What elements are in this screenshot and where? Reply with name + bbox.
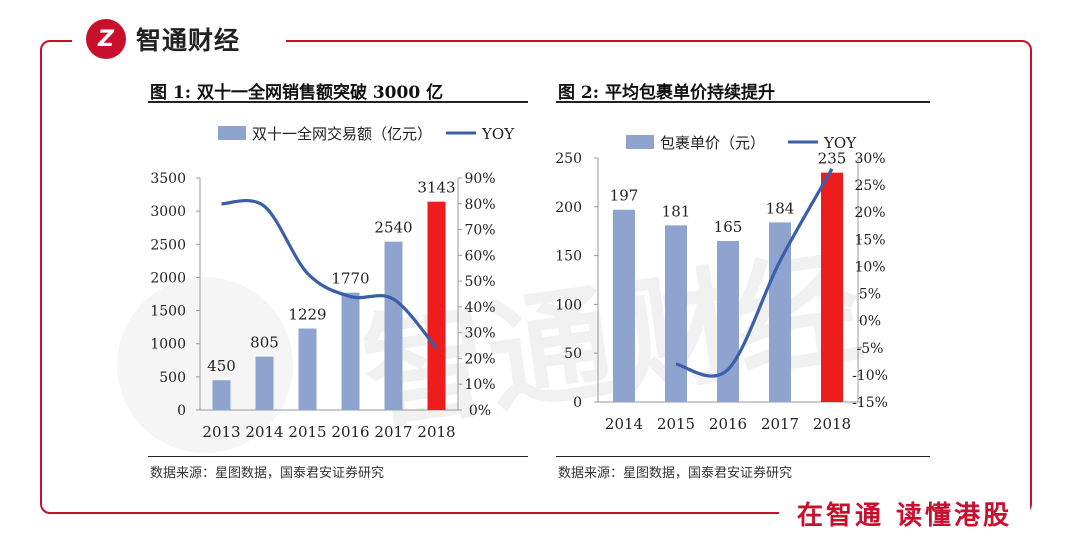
yoy-line <box>675 168 834 378</box>
bar <box>212 380 231 410</box>
chart2: 0 50 100 150 200 250 -15% -10% -5% 0% 5% 10% 15% 20% 2… <box>555 134 888 433</box>
bar <box>255 356 274 410</box>
x-tick-label: 2018 <box>813 415 851 433</box>
y-tick-label-right: -5% <box>857 341 884 357</box>
bar <box>821 172 843 402</box>
x-tick-label: 2014 <box>605 415 643 433</box>
y-tick-label-right: -10% <box>852 368 888 384</box>
bar <box>613 209 635 402</box>
y-tick-label-right: 5% <box>859 287 881 303</box>
chart2-title-rule <box>556 101 930 103</box>
slogan: 在智通 读懂港股 <box>778 495 1030 532</box>
bar-data-label: 184 <box>766 199 795 217</box>
x-tick-label: 2018 <box>417 423 455 441</box>
chart2-source: 数据来源：星图数据，国泰君安证券研究 <box>558 466 793 481</box>
bar-data-label: 1770 <box>331 270 369 288</box>
bar <box>298 328 317 410</box>
y-tick-label-right: 10% <box>464 377 495 393</box>
chart1-bottom-rule <box>148 456 528 457</box>
bar-data-label: 165 <box>714 218 743 236</box>
legend-line-label: YOY <box>823 134 857 152</box>
y-tick-label-left: 200 <box>555 200 582 216</box>
bar-data-label: 3143 <box>417 179 455 197</box>
y-tick-label-right: 50% <box>464 274 495 290</box>
y-tick-label-left: 0 <box>573 395 582 411</box>
y-tick-label-left: 2000 <box>150 270 186 286</box>
y-tick-label-left: 2500 <box>150 237 186 253</box>
brand-logo-icon: Z <box>86 19 126 59</box>
bar-data-label: 2540 <box>374 219 412 237</box>
y-tick-label-left: 3000 <box>150 204 186 220</box>
y-tick-label-left: 250 <box>555 151 582 167</box>
chart1: 0 500 1000 1500 2000 2500 3000 3500 0% 10% 20% 30% 4… <box>150 125 515 441</box>
chart1-title-rule <box>148 101 528 103</box>
x-tick-label: 2016 <box>331 423 369 441</box>
bar-data-label: 197 <box>610 187 639 205</box>
x-tick-label: 2015 <box>288 423 326 441</box>
y-tick-label-right: 25% <box>854 178 885 194</box>
yoy-line <box>221 198 438 350</box>
bar <box>427 201 446 410</box>
brand-header: Z 智通财经 <box>72 14 286 64</box>
watermark-logo <box>117 277 293 453</box>
y-tick-label-left: 1000 <box>150 337 186 353</box>
y-tick-label-right: 15% <box>854 232 885 248</box>
y-tick-label-right: -15% <box>852 395 888 411</box>
y-tick-label-right: 0% <box>859 314 881 330</box>
y-tick-label-right: 20% <box>464 351 495 367</box>
x-tick-label: 2016 <box>709 415 747 433</box>
y-tick-label-left: 1500 <box>150 304 186 320</box>
y-tick-label-left: 3500 <box>150 171 186 187</box>
bar-data-label: 181 <box>662 202 691 220</box>
chart2-bottom-rule <box>556 456 930 457</box>
y-tick-label-right: 90% <box>464 171 495 187</box>
y-tick-label-left: 50 <box>564 346 582 362</box>
legend-line-label: YOY <box>481 125 515 143</box>
bar-data-label: 1229 <box>288 306 326 324</box>
chart2-title: 图 2: 平均包裹单价持续提升 <box>558 83 775 103</box>
y-tick-label-right: 30% <box>854 151 885 167</box>
y-tick-label-left: 500 <box>159 370 186 386</box>
y-tick-label-right: 0% <box>469 403 491 419</box>
y-tick-label-left: 150 <box>555 249 582 265</box>
bar <box>341 292 360 410</box>
x-tick-label: 2013 <box>202 423 240 441</box>
bar <box>717 240 739 402</box>
y-tick-label-right: 70% <box>464 223 495 239</box>
y-tick-label-right: 40% <box>464 300 495 316</box>
bar-data-label: 805 <box>250 334 279 352</box>
y-tick-label-left: 100 <box>555 297 582 313</box>
y-tick-label-right: 60% <box>464 248 495 264</box>
x-tick-label: 2014 <box>245 423 283 441</box>
x-tick-label: 2017 <box>761 415 799 433</box>
bar-data-label: 235 <box>818 150 847 168</box>
y-tick-label-right: 30% <box>464 326 495 342</box>
bar <box>384 241 403 410</box>
legend-bar-swatch <box>626 135 654 149</box>
content-frame <box>40 40 1032 514</box>
y-tick-label-right: 20% <box>854 205 885 221</box>
x-tick-label: 2015 <box>657 415 695 433</box>
brand-name: 智通财经 <box>136 26 241 55</box>
y-tick-label-right: 80% <box>464 197 495 213</box>
y-tick-label-right: 10% <box>854 259 885 275</box>
y-tick-label-left: 0 <box>177 403 186 419</box>
x-tick-label: 2017 <box>374 423 412 441</box>
bar <box>769 222 791 402</box>
chart1-title: 图 1: 双十一全网销售额突破 3000 亿 <box>150 83 444 103</box>
chart1-source: 数据来源：星图数据，国泰君安证券研究 <box>150 466 385 481</box>
bar-data-label: 450 <box>207 357 236 375</box>
legend-bar-label: 包裹单价（元） <box>660 134 765 152</box>
legend-bar-label: 双十一全网交易额（亿元） <box>252 125 432 143</box>
legend-bar-swatch <box>218 126 246 140</box>
bar <box>665 225 687 402</box>
